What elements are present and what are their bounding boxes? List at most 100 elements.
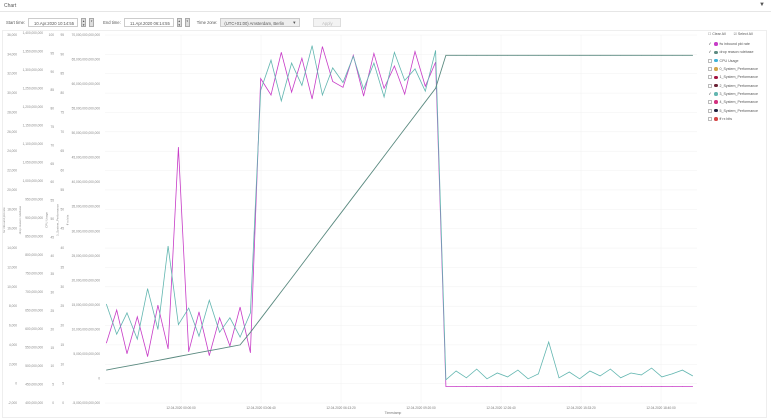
- start-time-spinner[interactable]: ▲ ▼: [81, 17, 87, 27]
- y-tick-label: 95: [50, 51, 54, 55]
- legend-item[interactable]: CPU Usage: [708, 57, 770, 65]
- data-point: [579, 378, 580, 380]
- legend-label: 0_System_Performance: [719, 67, 759, 72]
- data-point: [342, 209, 344, 211]
- x-tick-label: 12.04.2020 15:33:20: [566, 406, 595, 410]
- y-tick-label: 30,000: [7, 91, 17, 95]
- data-point: [538, 386, 539, 387]
- select-all-button[interactable]: ☑ Select All: [733, 32, 753, 36]
- legend-item[interactable]: 5_System_Performance: [708, 106, 770, 114]
- data-point: [250, 352, 251, 353]
- data-point: [466, 386, 467, 387]
- legend-checkbox[interactable]: [708, 116, 712, 121]
- legend-color-dot: [714, 75, 718, 80]
- legend-checkbox[interactable]: [708, 108, 712, 113]
- legend-checkbox[interactable]: [708, 67, 712, 72]
- start-time-input[interactable]: 10.Apr.2020 10:14:55: [28, 17, 79, 27]
- legend-color-dot: [714, 42, 718, 46]
- x-tick-label: 12.04.2020 18:40:00: [646, 406, 675, 410]
- y-tick-label: 25: [50, 309, 54, 313]
- legend-label: 1_System_Performance: [719, 75, 759, 80]
- data-point: [198, 311, 200, 313]
- y-axis-title: 3_System_Performance: [55, 204, 59, 237]
- time-zone-select[interactable]: (UTC+01:00) Amsterdam, Berlin ▼: [220, 17, 301, 27]
- data-point: [435, 50, 436, 51]
- data-point: [208, 350, 210, 352]
- y-tick-label: 40: [50, 254, 54, 258]
- legend-item[interactable]: 2_System_Performance: [708, 81, 770, 89]
- end-time-calendar-icon[interactable]: ▾: [184, 17, 190, 27]
- legend-checkbox[interactable]: ✓: [708, 90, 712, 96]
- legend-color-dot: [714, 50, 718, 55]
- y-tick-label: 1,350,000,000: [23, 50, 44, 54]
- data-point: [599, 375, 601, 377]
- y-tick-label: 50: [50, 217, 54, 221]
- chart-panel: [2, 30, 767, 418]
- start-time-calendar-icon[interactable]: ▾: [89, 17, 95, 27]
- legend-item[interactable]: ✓ fw inbound pkt rate: [708, 40, 770, 48]
- y-axis-title: fw inbound pkt rate: [2, 207, 6, 233]
- x-axis-title: Timestamp: [385, 411, 402, 415]
- data-point: [682, 55, 683, 56]
- end-time-input[interactable]: 11.Apr.2020 06:14:55: [123, 17, 174, 27]
- data-point: [373, 62, 375, 64]
- legend-item[interactable]: ff rx bits: [708, 115, 770, 123]
- data-point: [219, 348, 220, 350]
- data-point: [363, 88, 364, 90]
- data-point: [219, 317, 220, 319]
- data-point: [414, 115, 416, 116]
- data-point: [208, 355, 210, 356]
- legend-item[interactable]: 0_System_Performance: [708, 65, 770, 73]
- legend-item[interactable]: 4_System_Performance: [708, 98, 770, 106]
- data-point: [538, 373, 539, 375]
- legend-label: ff rx bits: [719, 116, 733, 121]
- y-tick-label: 1,150,000,000: [23, 124, 44, 128]
- data-point: [116, 333, 118, 335]
- data-point: [599, 386, 601, 387]
- data-point: [383, 155, 385, 157]
- y-tick-label: 80: [60, 91, 64, 95]
- clear-all-button[interactable]: ☐ Clear All: [708, 32, 726, 36]
- y-tick-label: 30,000,000,000,000: [72, 229, 101, 233]
- data-point: [106, 369, 107, 371]
- y-tick-label: -5,000,000,000,000: [72, 401, 100, 405]
- y-tick-label: 22,000: [7, 169, 17, 173]
- y-tick-label: 1,050,000,000: [23, 161, 44, 165]
- legend-checkbox[interactable]: [708, 100, 712, 105]
- legend-checkbox[interactable]: ✓: [708, 41, 712, 47]
- data-point: [558, 55, 560, 56]
- legend-checkbox[interactable]: ✓: [708, 49, 712, 55]
- data-point: [517, 55, 519, 56]
- y-tick-label: 18,000: [7, 207, 17, 211]
- y-tick-label: 26,000: [7, 130, 17, 134]
- end-time-spinner[interactable]: ▲ ▼: [176, 17, 182, 27]
- legend-item[interactable]: ✓ drop reason rulebase: [708, 48, 770, 56]
- data-point: [322, 94, 323, 96]
- data-point: [610, 368, 611, 370]
- y-tick-label: 36,000: [7, 33, 17, 37]
- data-point: [136, 316, 138, 318]
- data-point: [363, 95, 364, 97]
- data-point: [661, 55, 663, 56]
- data-point: [311, 45, 313, 46]
- legend-checkbox[interactable]: [708, 58, 712, 63]
- y-tick-label: 0: [52, 401, 54, 405]
- data-point: [640, 386, 642, 387]
- legend-checkbox[interactable]: [708, 75, 712, 80]
- data-point: [661, 386, 663, 387]
- data-point: [280, 291, 282, 292]
- chevron-down-icon[interactable]: ▼: [759, 2, 765, 8]
- legend-checkbox[interactable]: [708, 83, 712, 88]
- legend-item[interactable]: ✓ 3_System_Performance: [708, 90, 770, 98]
- data-point: [208, 300, 210, 301]
- data-point: [157, 304, 159, 306]
- y-tick-label: 20: [50, 327, 54, 331]
- y-tick-label: 40: [60, 246, 64, 250]
- legend-item[interactable]: 1_System_Performance: [708, 73, 770, 81]
- y-tick-label: 400,000,000: [25, 401, 43, 405]
- y-tick-label: 75: [60, 110, 64, 114]
- data-point: [455, 386, 457, 387]
- apply-button[interactable]: Apply: [313, 17, 342, 27]
- data-point: [661, 376, 663, 378]
- y-tick-label: 850,000,000: [25, 235, 43, 239]
